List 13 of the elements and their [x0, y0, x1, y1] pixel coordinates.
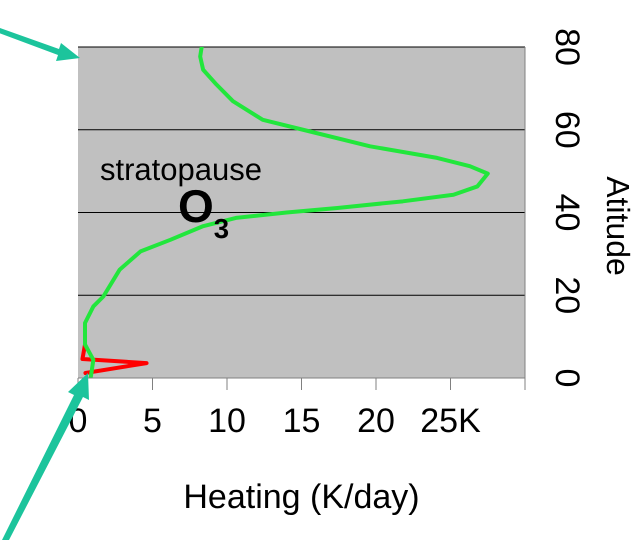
y-tick-label: 80: [548, 28, 586, 66]
line-series: [83, 47, 490, 378]
x-tick-label: 25K: [420, 402, 482, 440]
x-tick-label: 5: [143, 402, 162, 440]
y-tick-label: 20: [548, 276, 586, 314]
y-tick-label: 0: [548, 368, 586, 388]
x-tick-label: 10: [208, 402, 246, 440]
x-axis-title: Heating (K/day): [183, 478, 420, 516]
x-tick-label: 20: [357, 402, 395, 440]
x-tick-label: 15: [282, 402, 320, 440]
y-axis-title: Atitude: [600, 176, 636, 276]
y-tick-label: 40: [548, 194, 586, 232]
y-tick-label: 60: [548, 110, 586, 149]
